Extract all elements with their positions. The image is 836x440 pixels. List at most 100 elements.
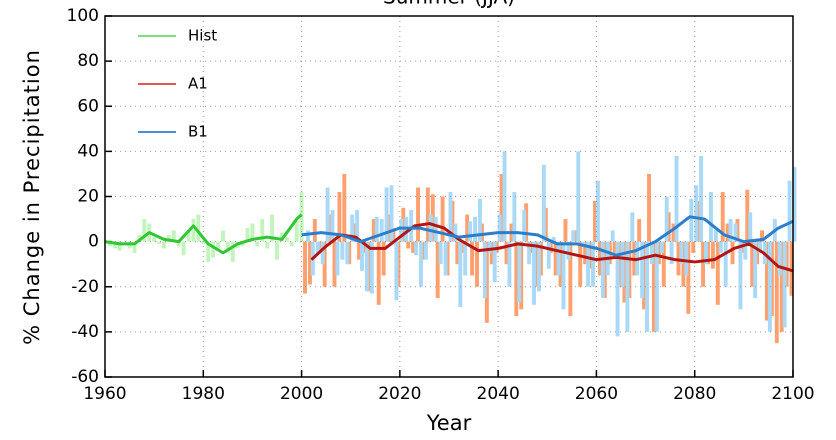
- bar: [435, 241, 440, 299]
- bar: [320, 241, 325, 265]
- bar: [561, 241, 566, 310]
- bar: [335, 241, 340, 276]
- bar: [345, 241, 350, 265]
- bar: [774, 241, 779, 344]
- bar: [357, 241, 362, 260]
- bar: [708, 191, 713, 242]
- bar: [659, 241, 664, 253]
- bar: [571, 230, 576, 242]
- plot-frame: [104, 15, 794, 378]
- bar: [556, 241, 561, 276]
- bar: [428, 214, 433, 242]
- bar: [473, 216, 478, 242]
- bar: [723, 241, 728, 287]
- bar: [196, 214, 201, 242]
- x-tick-label: 2000: [280, 384, 323, 404]
- bar: [753, 241, 758, 299]
- bar: [674, 155, 679, 242]
- bar: [512, 191, 517, 242]
- bar: [381, 241, 386, 276]
- legend-label: B1: [188, 123, 208, 141]
- bar: [553, 241, 558, 276]
- bar: [718, 241, 723, 253]
- bar: [355, 210, 360, 242]
- x-tick-label: 2040: [477, 384, 520, 404]
- bar: [176, 241, 181, 247]
- bar: [779, 241, 784, 332]
- bar: [645, 241, 650, 332]
- legend-label: Hist: [188, 27, 217, 45]
- bar: [112, 241, 117, 249]
- bar: [440, 196, 445, 242]
- bar: [787, 180, 792, 242]
- bar: [191, 219, 196, 242]
- bar: [691, 241, 696, 253]
- bar: [532, 241, 536, 305]
- bar: [651, 241, 656, 332]
- bar: [438, 241, 443, 265]
- y-axis-label: % Change in Precipitation: [20, 49, 44, 345]
- bar: [713, 230, 718, 242]
- y-tick-label: -60: [71, 367, 99, 387]
- bar: [743, 241, 748, 260]
- bar: [307, 241, 312, 285]
- bar: [433, 216, 438, 242]
- bar: [758, 241, 763, 253]
- bar: [312, 219, 317, 242]
- x-tick-label: 2100: [771, 384, 814, 404]
- bar: [284, 237, 289, 242]
- bar: [463, 241, 468, 276]
- bar: [230, 241, 235, 262]
- bar: [376, 241, 381, 305]
- bar: [142, 219, 147, 242]
- bar: [245, 228, 250, 242]
- bar: [654, 241, 659, 332]
- bar: [671, 223, 676, 242]
- bar: [371, 219, 376, 242]
- bar: [216, 241, 220, 251]
- bar: [699, 155, 704, 242]
- bar: [470, 241, 475, 276]
- bar: [384, 187, 389, 242]
- bar: [166, 234, 171, 242]
- bar: [186, 230, 191, 242]
- bar: [669, 241, 674, 265]
- y-tick-label: -20: [71, 277, 99, 297]
- bar: [610, 230, 615, 242]
- bar: [568, 241, 573, 317]
- bar: [689, 198, 694, 242]
- bar: [482, 241, 487, 299]
- bar: [499, 173, 504, 242]
- chart-title: Summer (JJA): [383, 0, 515, 9]
- bar: [767, 241, 772, 332]
- bar: [681, 241, 686, 287]
- bar: [332, 241, 337, 287]
- bar: [330, 210, 335, 242]
- bar: [425, 187, 430, 242]
- bar: [592, 201, 597, 242]
- bar: [171, 230, 176, 242]
- bar: [578, 241, 583, 287]
- bar: [760, 230, 765, 242]
- bar: [225, 241, 230, 253]
- bar: [792, 167, 797, 242]
- bar: [409, 210, 414, 242]
- bar: [181, 241, 186, 256]
- bar: [502, 151, 507, 242]
- legend-label: A1: [188, 75, 208, 93]
- bar: [600, 241, 605, 299]
- bar: [360, 241, 364, 271]
- bar: [379, 219, 384, 242]
- bar: [720, 191, 725, 242]
- bar: [117, 241, 122, 251]
- bar: [201, 241, 206, 244]
- bar: [132, 241, 137, 253]
- bar: [640, 241, 645, 299]
- bar: [294, 221, 299, 242]
- y-tick-label: 20: [77, 187, 99, 207]
- bar: [694, 185, 699, 242]
- bar: [406, 241, 411, 249]
- bar: [342, 173, 347, 242]
- bar: [679, 241, 684, 265]
- bar: [686, 241, 691, 314]
